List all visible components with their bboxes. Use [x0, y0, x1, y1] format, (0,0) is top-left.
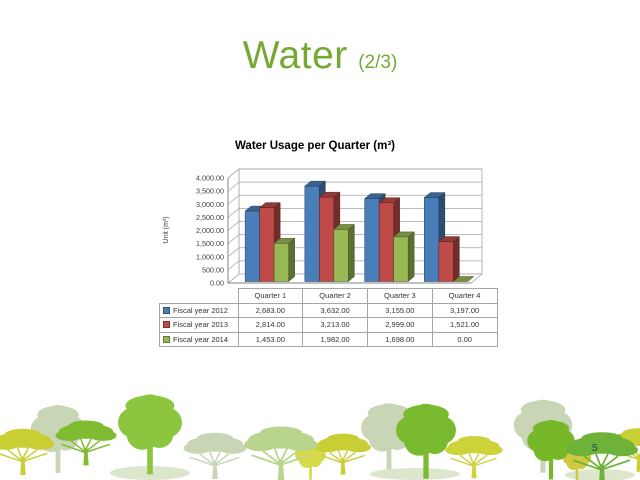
legend-swatch-icon [163, 335, 170, 343]
svg-text:3,500.00: 3,500.00 [196, 187, 224, 196]
table-col-header: Quarter 3 [367, 288, 433, 304]
table-col-header: Quarter 1 [237, 288, 304, 304]
value-cell: 3,197.00 [431, 302, 498, 318]
legend-swatch-icon [163, 321, 170, 328]
bar-Fiscal-year-2014-q3 [392, 231, 415, 283]
value-cell: 1,698.00 [367, 331, 433, 347]
series-name: Fiscal year 2013 [173, 320, 229, 329]
tree-icon [117, 393, 183, 476]
chart-title: Water Usage per Quarter (m³) [235, 140, 395, 152]
slide-title-suffix: (2/3) [358, 52, 398, 73]
value-cell: 1,982.00 [302, 331, 368, 347]
series-name: Fiscal year 2012 [173, 305, 229, 315]
legend-cell: Fiscal year 2014 [159, 331, 239, 347]
value-cell: 2,814.00 [237, 317, 304, 333]
value-cell: 3,632.00 [302, 302, 368, 318]
table-row: Fiscal year 2012 2,683.00 3,632.00 3,155.00… [159, 302, 498, 318]
value-cell: 0.00 [431, 331, 498, 347]
table-row: Fiscal year 2013 2,814.00 3,213.00 2,999.00… [159, 317, 498, 333]
svg-text:0.00: 0.00 [210, 279, 224, 288]
svg-text:3,000.00: 3,000.00 [196, 200, 224, 209]
y-axis-title: Unit (m³) [163, 216, 170, 243]
table-row: Fiscal year 2014 1,453.00 1,982.00 1,698.00… [159, 331, 498, 347]
tree-icon [395, 402, 457, 480]
value-cell: 1,521.00 [431, 317, 498, 333]
page-number: 5 [592, 443, 598, 454]
tree-icon [182, 432, 248, 480]
series-name: Fiscal year 2014 [173, 334, 229, 344]
chart-data-table: Quarter 1 Quarter 2 Quarter 3 Quarter 4 Fis… [159, 288, 498, 347]
svg-text:500.00: 500.00 [202, 265, 224, 274]
value-cell: 2,683.00 [237, 302, 304, 318]
tree-silhouette-band [0, 393, 640, 480]
slide-title-block: Water (2/3) [0, 34, 640, 78]
value-cell: 2,999.00 [367, 317, 433, 333]
value-cell: 1,453.00 [237, 331, 304, 347]
chart-table-body: Fiscal year 2012 2,683.00 3,632.00 3,155.00… [159, 302, 498, 347]
svg-text:4,000.00: 4,000.00 [196, 174, 224, 183]
bar-Fiscal-year-2014-q1 [273, 237, 296, 283]
svg-text:1,000.00: 1,000.00 [196, 252, 224, 261]
slide-title: Water [242, 34, 348, 77]
table-col-header: Quarter 4 [431, 288, 498, 304]
legend-cell: Fiscal year 2012 [159, 302, 239, 318]
legend-swatch-icon [163, 306, 170, 314]
bar-Fiscal-year-2013-q4 [438, 236, 461, 283]
svg-text:2,000.00: 2,000.00 [196, 226, 224, 235]
svg-text:1,500.00: 1,500.00 [196, 239, 224, 248]
water-usage-3d-bar-chart: 4,000.00 3,500.00 3,000.00 2,500.00 2,000.00… [163, 168, 484, 288]
chart-table-header-row: Quarter 1 Quarter 2 Quarter 3 Quarter 4 [159, 288, 498, 304]
bars [244, 180, 475, 283]
table-corner-cell [159, 288, 239, 304]
legend-cell: Fiscal year 2013 [159, 317, 239, 333]
table-col-header: Quarter 2 [302, 288, 368, 304]
bar-Fiscal-year-2014-q2 [333, 223, 356, 283]
value-cell: 3,213.00 [302, 317, 368, 333]
svg-text:2,500.00: 2,500.00 [196, 213, 224, 222]
bar-Fiscal-year-2014-q4 [452, 276, 475, 282]
value-cell: 3,155.00 [367, 302, 433, 318]
y-tick-labels: 4,000.00 3,500.00 3,000.00 2,500.00 2,000.00… [196, 174, 224, 288]
